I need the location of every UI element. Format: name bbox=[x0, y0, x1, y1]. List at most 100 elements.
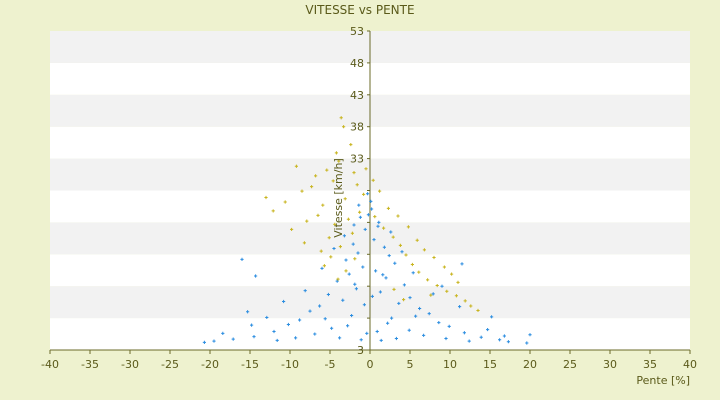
x-tick-label: 40 bbox=[683, 358, 697, 371]
data-point bbox=[286, 322, 290, 327]
x-axis: -40 -35 -30 -25 -20 -15 -10 -5 0 5 10 15 20 25 30 35 40 bbox=[41, 349, 697, 371]
data-point bbox=[265, 315, 269, 320]
data-point bbox=[364, 167, 368, 171]
data-point bbox=[375, 329, 379, 334]
data-point bbox=[330, 326, 334, 330]
data-point bbox=[502, 334, 506, 338]
y-tick-label: 33 bbox=[350, 153, 364, 166]
data-point bbox=[378, 189, 382, 193]
data-point bbox=[318, 304, 322, 308]
data-point bbox=[370, 207, 374, 211]
data-point bbox=[376, 224, 380, 228]
data-point bbox=[422, 333, 426, 337]
data-point bbox=[308, 309, 312, 313]
data-point bbox=[393, 261, 397, 265]
data-point bbox=[402, 283, 406, 287]
data-point bbox=[431, 292, 435, 296]
chart-title: VITESSE vs PENTE bbox=[305, 3, 414, 17]
data-point bbox=[363, 227, 367, 232]
data-point bbox=[371, 178, 375, 182]
data-point bbox=[336, 277, 340, 281]
data-point bbox=[444, 336, 448, 341]
x-tick-label: -20 bbox=[201, 358, 219, 371]
x-tick-label: 10 bbox=[443, 358, 457, 371]
data-point bbox=[445, 289, 449, 293]
y-tick-label: 53 bbox=[350, 25, 364, 38]
data-point bbox=[325, 168, 329, 172]
data-point bbox=[350, 231, 354, 235]
data-point bbox=[400, 250, 404, 254]
data-point bbox=[351, 242, 355, 246]
x-tick-label: 20 bbox=[523, 358, 537, 371]
x-tick-label: -30 bbox=[121, 358, 139, 371]
data-point bbox=[458, 305, 462, 309]
data-point bbox=[391, 235, 395, 239]
data-point bbox=[349, 142, 353, 147]
data-point bbox=[528, 333, 532, 337]
x-tick-label: -5 bbox=[325, 358, 336, 371]
data-point bbox=[290, 227, 294, 232]
x-tick-label: 35 bbox=[643, 358, 657, 371]
data-point bbox=[382, 245, 386, 249]
x-tick-label: -15 bbox=[241, 358, 259, 371]
data-point bbox=[387, 253, 391, 258]
data-point bbox=[272, 329, 276, 334]
data-point bbox=[432, 255, 436, 260]
data-point bbox=[282, 299, 286, 304]
data-point bbox=[372, 238, 376, 242]
data-points bbox=[202, 116, 532, 345]
data-point bbox=[525, 341, 529, 345]
data-point bbox=[460, 262, 464, 266]
data-point bbox=[343, 197, 347, 201]
data-point bbox=[329, 255, 333, 259]
data-point bbox=[381, 273, 385, 277]
data-point bbox=[456, 280, 460, 284]
data-point bbox=[454, 294, 458, 298]
data-point bbox=[463, 299, 467, 303]
y-tick-label: 3 bbox=[357, 344, 364, 357]
data-point bbox=[344, 258, 348, 262]
data-point bbox=[339, 116, 343, 120]
data-point bbox=[354, 287, 358, 291]
data-point bbox=[408, 296, 412, 300]
data-point bbox=[323, 317, 327, 321]
x-tick-label: 5 bbox=[407, 358, 414, 371]
data-point bbox=[346, 324, 350, 328]
data-point bbox=[374, 269, 378, 273]
data-point bbox=[361, 265, 365, 269]
data-point bbox=[386, 321, 390, 325]
x-tick-label: 30 bbox=[603, 358, 617, 371]
data-point bbox=[353, 282, 357, 286]
data-point bbox=[358, 215, 362, 219]
data-point bbox=[373, 215, 377, 219]
data-point bbox=[298, 318, 302, 322]
data-point bbox=[379, 338, 383, 343]
x-tick-label: -10 bbox=[281, 358, 299, 371]
data-point bbox=[322, 264, 326, 268]
data-point bbox=[369, 199, 373, 203]
data-point bbox=[342, 234, 346, 238]
data-point bbox=[397, 301, 401, 306]
data-point bbox=[355, 183, 359, 187]
data-point bbox=[382, 226, 386, 230]
data-point bbox=[362, 303, 366, 307]
data-point bbox=[410, 262, 414, 267]
data-point bbox=[338, 336, 342, 340]
data-point bbox=[467, 339, 471, 343]
data-point bbox=[490, 315, 494, 319]
data-point bbox=[294, 336, 298, 340]
data-point bbox=[447, 324, 451, 328]
y-tick-label: 38 bbox=[350, 121, 364, 134]
data-point bbox=[212, 339, 216, 343]
data-point bbox=[417, 270, 421, 274]
data-point bbox=[320, 266, 324, 270]
data-point bbox=[396, 214, 400, 218]
data-point bbox=[437, 320, 441, 325]
data-point bbox=[327, 236, 331, 240]
data-point bbox=[366, 213, 370, 217]
data-point bbox=[335, 279, 339, 283]
data-point bbox=[252, 335, 256, 339]
data-point bbox=[283, 200, 287, 204]
data-point bbox=[365, 331, 369, 336]
data-point bbox=[331, 179, 335, 183]
